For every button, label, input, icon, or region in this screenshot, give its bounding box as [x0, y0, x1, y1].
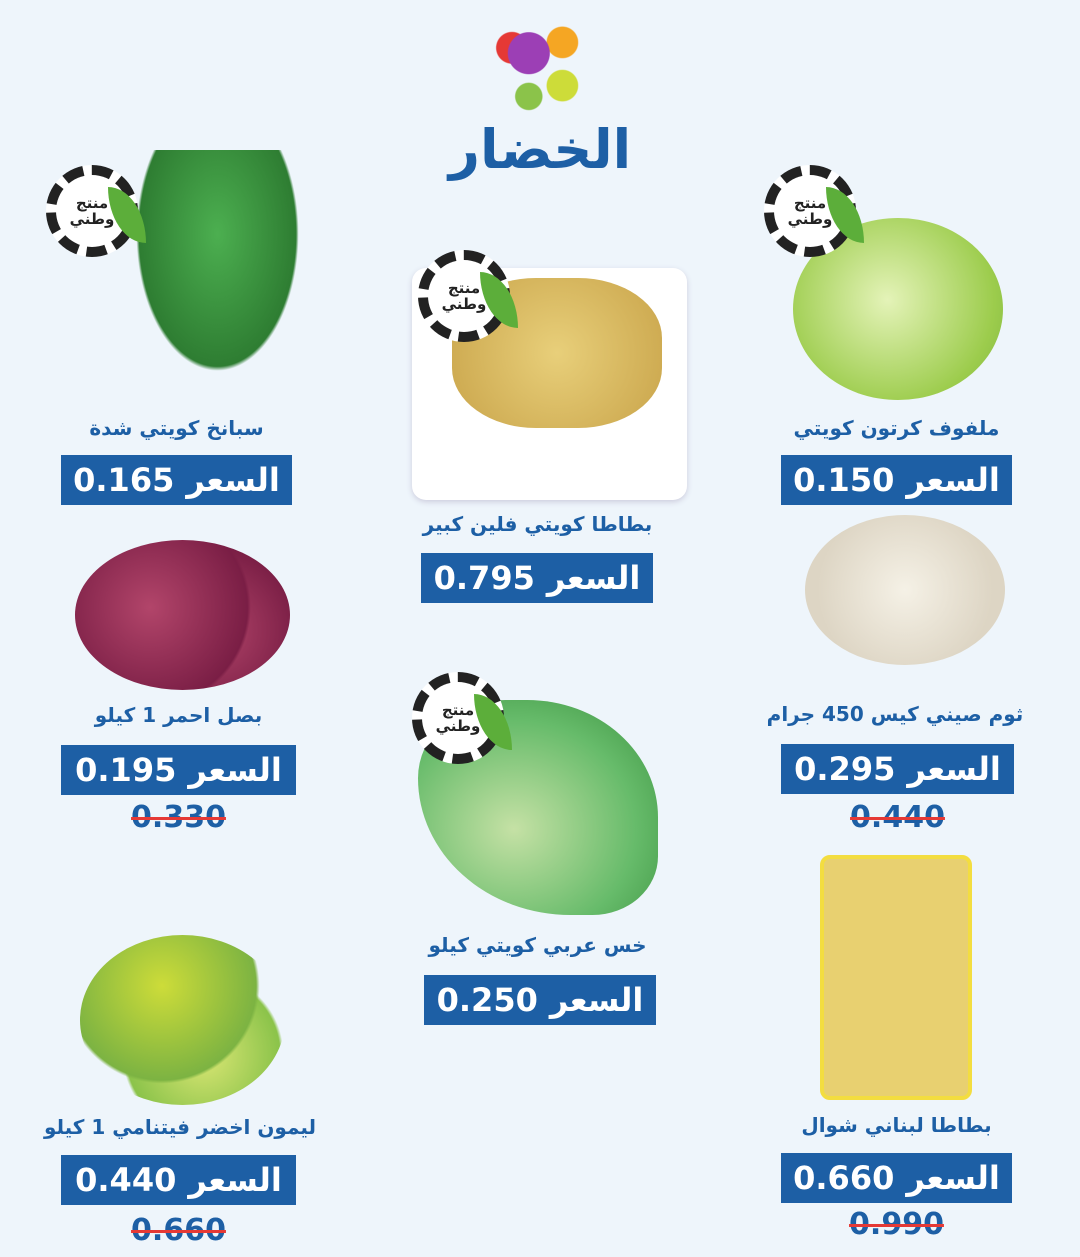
product-name: ثوم صيني كيس 450 جرام	[766, 702, 1024, 726]
national-product-badge: منتج وطني	[764, 165, 864, 257]
old-price: 0.660	[131, 1213, 226, 1248]
price-box: السعر 0.150	[781, 455, 1012, 505]
price-box: السعر 0.440	[61, 1155, 296, 1205]
garlic-image	[805, 515, 1005, 665]
product-name: بصل احمر 1 كيلو	[94, 703, 263, 727]
national-product-badge: منتج وطني	[418, 250, 518, 342]
fruit-logo-icon	[484, 10, 596, 118]
price-box: السعر 0.660	[781, 1153, 1012, 1203]
price-box: السعر 0.165	[61, 455, 292, 505]
product-name: بطاطا كويتي فلين كبير	[422, 512, 653, 536]
product-name: بطاطا لبناني شوال	[801, 1113, 992, 1137]
spinach-image	[125, 150, 310, 390]
potato-sack-image	[820, 855, 972, 1100]
old-price: 0.330	[131, 800, 226, 835]
red-onion-image	[75, 540, 290, 690]
product-name: ملفوف كرتون كويتي	[793, 416, 1000, 440]
product-name: سبانخ كويتي شدة	[89, 416, 264, 440]
product-name: خس عربي كويتي كيلو	[428, 933, 647, 957]
page-title: الخضار	[448, 118, 632, 181]
price-box: السعر 0.195	[61, 745, 296, 795]
national-product-badge: منتج وطني	[412, 672, 512, 764]
price-box: السعر 0.250	[424, 975, 656, 1025]
old-price: 0.440	[850, 800, 945, 835]
price-box: السعر 0.295	[781, 744, 1014, 794]
product-name: ليمون اخضر فيتنامي 1 كيلو	[43, 1115, 317, 1139]
national-product-badge: منتج وطني	[46, 165, 146, 257]
price-box: السعر 0.795	[421, 553, 653, 603]
old-price: 0.990	[849, 1207, 944, 1242]
lime-image	[80, 935, 285, 1105]
